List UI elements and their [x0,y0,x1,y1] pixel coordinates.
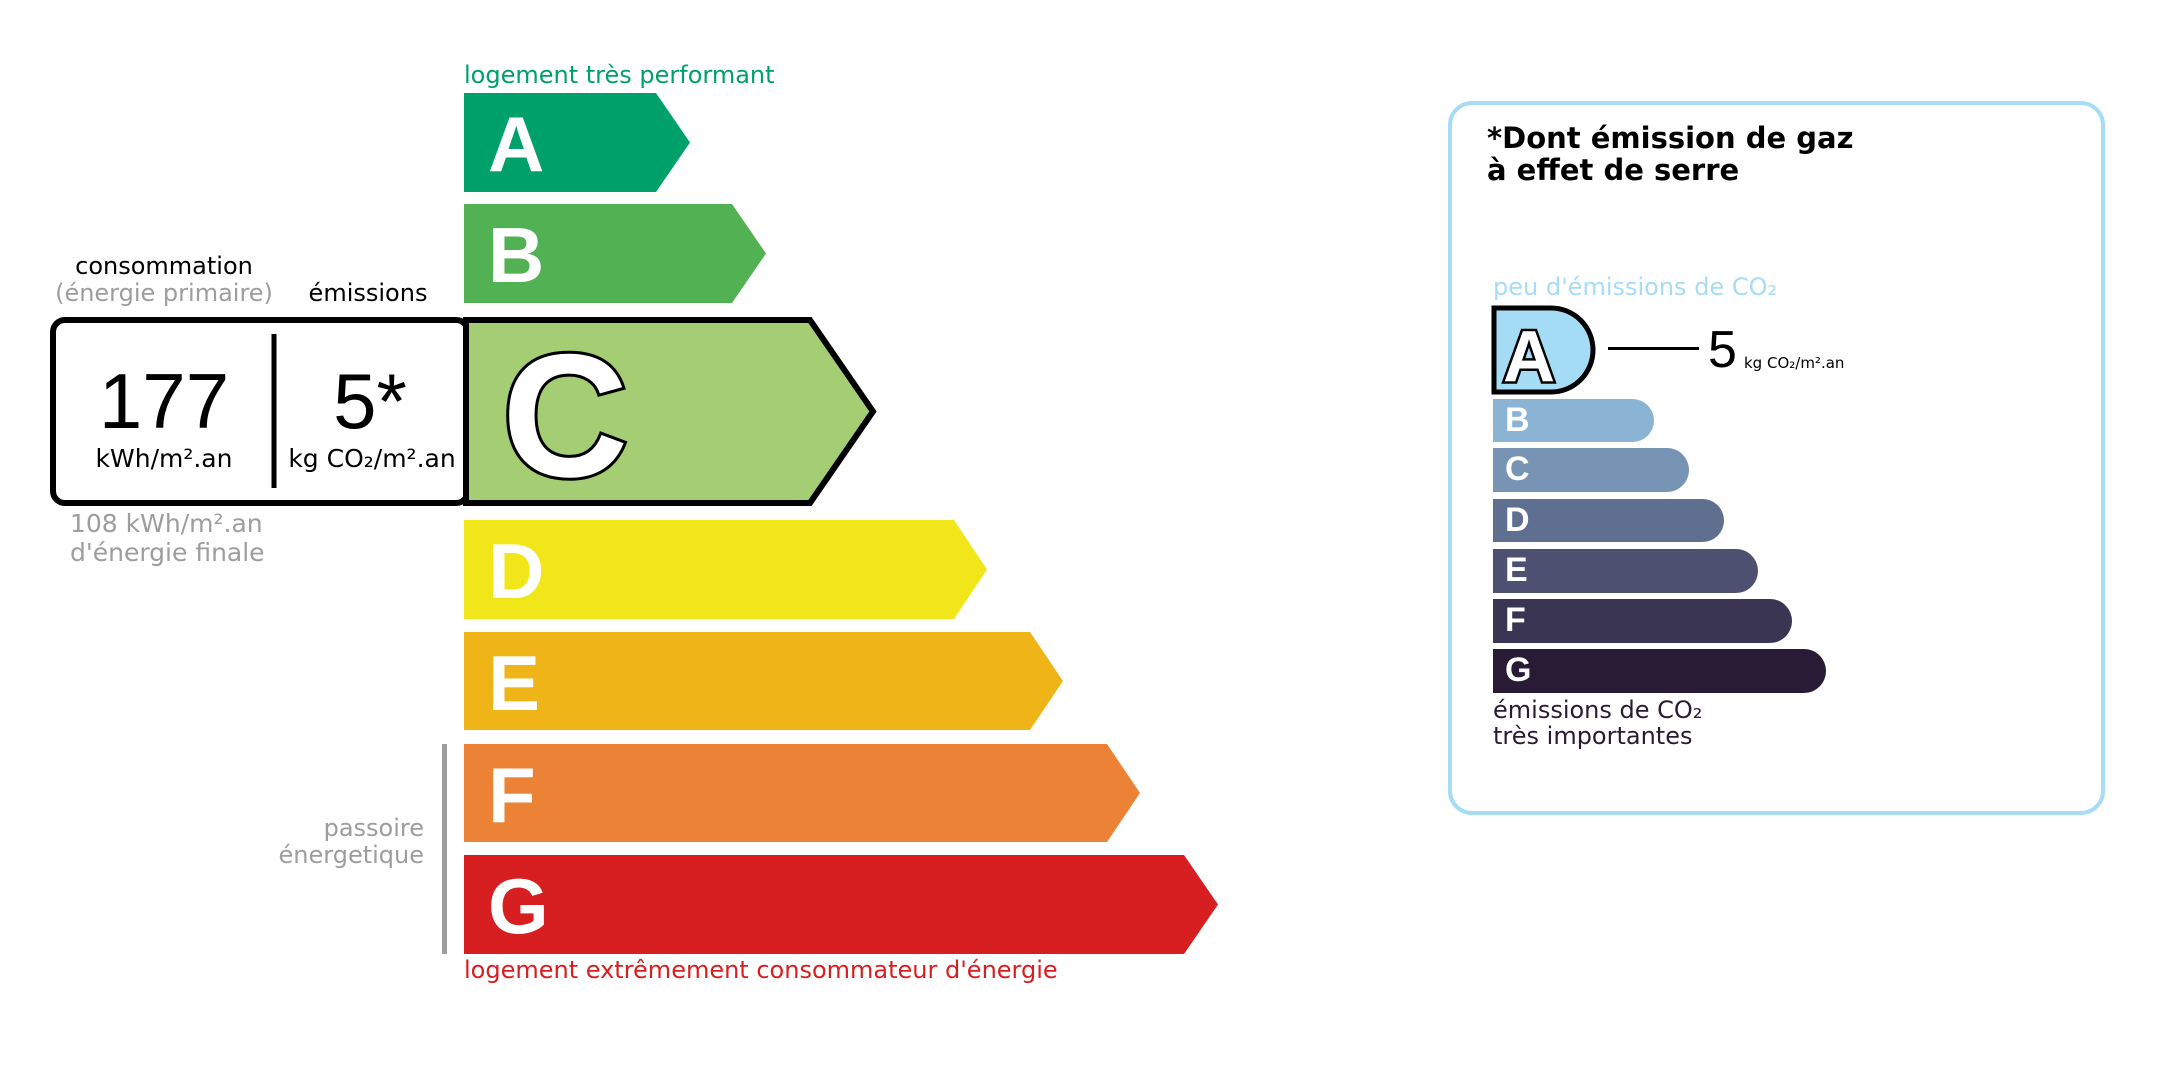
bar-g-letter: G [488,862,549,950]
energy-bar-d: D [464,520,994,619]
current-class-frame: C [50,316,877,508]
ges-bar-a: A [1491,305,1596,395]
ges-bar-f-letter: F [1505,601,1526,639]
passoire-label-line1: passoire [323,814,424,842]
emissions-unit: kg CO₂/m².an [288,444,456,473]
ges-bar-d: D [1493,499,1724,542]
final-energy-value: 108 kWh/m².an [70,509,263,538]
passoire-bracket [442,744,447,954]
ges-bar-b: B [1493,399,1654,442]
ges-bar-f: F [1493,599,1792,643]
ges-bar-d-letter: D [1505,501,1530,539]
bar-d-letter: D [488,527,545,615]
ges-bar-c: C [1493,448,1689,492]
bar-f-shape [464,744,1140,842]
ges-bar-c-letter: C [1505,450,1530,488]
ges-bar-g-letter: G [1505,651,1532,689]
bar-g-shape [464,855,1218,954]
ges-value: 5 [1708,321,1737,379]
ges-bar-e-letter: E [1505,551,1528,589]
energy-bar-e: E [464,632,1069,730]
ges-bar-b-letter: B [1505,401,1530,439]
bar-e-letter: E [488,639,541,727]
emissions-value: 5* [333,357,407,445]
final-energy-label: d'énergie finale [70,538,265,567]
bar-c-letter: C [502,319,628,508]
ges-pointer-line [1608,347,1699,350]
bar-a-shape [464,93,690,192]
bar-f-letter: F [488,751,536,839]
energy-bar-b: B [464,204,774,303]
consumption-subheader: (énergie primaire) [55,279,273,307]
ges-bottom-label-line2: très importantes [1493,722,1693,750]
bar-b-shape [464,204,766,303]
ges-title-line2: à effet de serre [1487,153,1740,187]
consumption-unit: kWh/m².an [95,444,233,473]
bar-a-letter: A [488,100,545,188]
ges-title-line1: *Dont émission de gaz [1487,121,1854,155]
top-label: logement très performant [464,61,775,89]
passoire-label-line2: énergetique [278,841,424,869]
bottom-label: logement extrêmement consommateur d'éner… [464,956,1058,984]
ges-top-label: peu d'émissions de CO₂ [1493,273,1778,301]
energy-bar-g: G [464,855,1224,954]
bar-d-shape [464,520,987,619]
ges-panel [1448,101,2105,815]
energy-bar-a: A [464,93,694,192]
consumption-header: consommation [75,252,253,280]
ges-bar-e: E [1493,549,1758,593]
consumption-value: 177 [98,357,230,445]
bar-e-shape [464,632,1063,730]
energy-bar-f: F [464,744,1146,842]
ges-bottom-label-line1: émissions de CO₂ [1493,696,1703,724]
ges-bar-g: G [1493,649,1826,693]
bar-b-letter: B [488,211,545,299]
ges-bar-a-letter: A [1503,317,1555,395]
emissions-header: émissions [308,279,428,307]
ges-unit: kg CO₂/m².an [1744,354,1845,372]
